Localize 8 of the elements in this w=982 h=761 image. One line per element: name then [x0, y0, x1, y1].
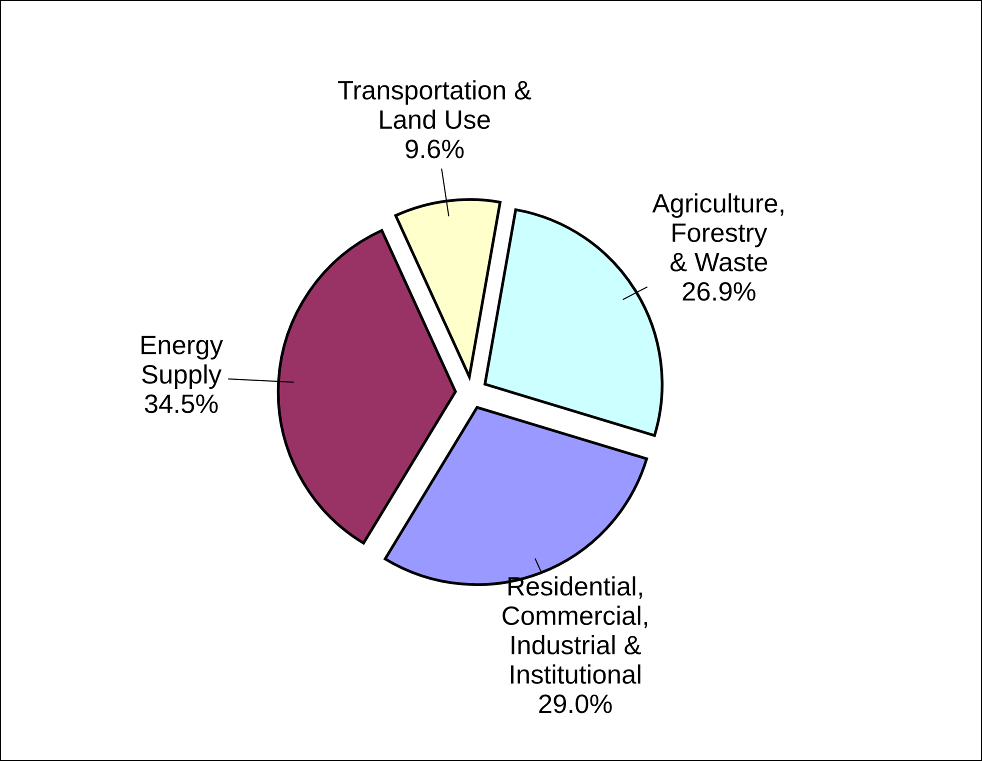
data-label: 34.5% [144, 394, 218, 414]
slice-label: Agriculture, Forestry & Waste [652, 193, 784, 272]
data-label: 26.9% [682, 282, 756, 301]
slice-label: Energy Supply [142, 336, 224, 389]
data-label: 9.6% [406, 140, 464, 158]
slice-label: Residential, Commercial, Industrial & Institutional [502, 576, 647, 684]
slice-label: Transportation & Land Use [338, 80, 532, 129]
data-label: 29.0% [539, 694, 612, 714]
